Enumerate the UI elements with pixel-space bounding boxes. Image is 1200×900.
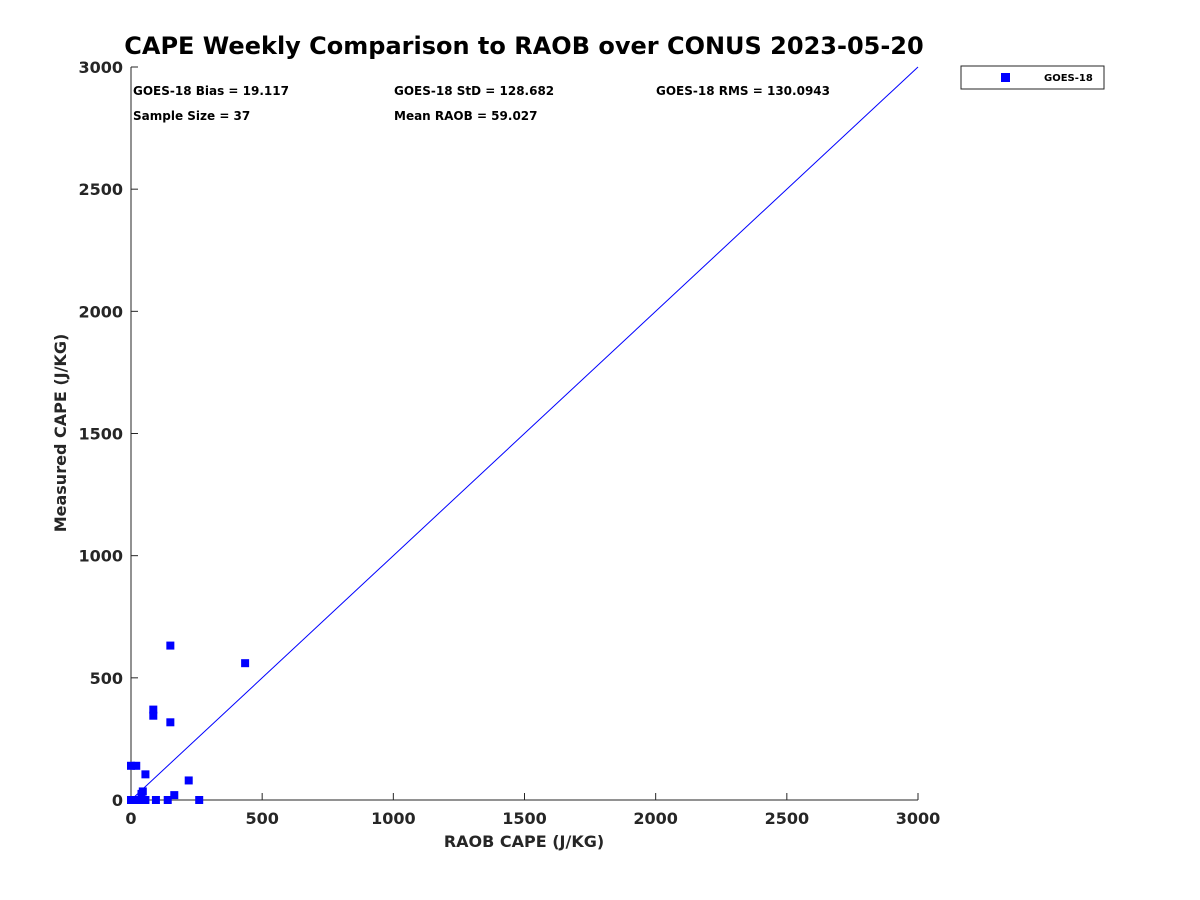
x-tick-label: 0 [125,809,136,828]
y-tick-label: 1000 [78,547,123,566]
x-tick-label: 1000 [371,809,416,828]
data-point [141,770,150,779]
data-point [138,787,147,796]
data-points [127,641,250,804]
chart-title: CAPE Weekly Comparison to RAOB over CONU… [124,32,923,60]
plot-area: 0 500 1000 1500 2000 2500 3000 0 500 1000 1500 200… [78,58,940,828]
y-ticks: 0 500 1000 1500 2000 2500 3000 [78,58,138,810]
data-point [132,761,141,770]
legend-box [960,65,1105,90]
data-point [149,705,158,714]
data-point [163,796,172,804]
data-point [184,776,193,785]
x-tick-label: 2000 [633,809,678,828]
x-tick-label: 3000 [896,809,941,828]
x-tick-label: 2500 [765,809,810,828]
stat-std: GOES-18 StD = 128.682 [394,84,554,98]
data-point [166,718,175,727]
data-point [127,761,135,770]
x-ticks: 0 500 1000 1500 2000 2500 3000 [125,793,940,828]
x-axis-label: RAOB CAPE (J/KG) [444,832,604,851]
stat-sample-size: Sample Size = 37 [133,109,250,123]
y-tick-label: 1500 [78,425,123,444]
stats-block: GOES-18 Bias = 19.117 GOES-18 StD = 128.… [133,84,830,123]
y-tick-label: 2500 [78,180,123,199]
data-point [170,791,179,800]
data-point [151,796,160,804]
y-tick-label: 500 [90,669,123,688]
x-tick-label: 500 [245,809,278,828]
y-tick-label: 0 [112,791,123,810]
stat-rms: GOES-18 RMS = 130.0943 [656,84,830,98]
reference-line-1to1 [130,66,919,801]
y-tick-label: 3000 [78,58,123,77]
legend: GOES-18 [960,65,1105,90]
x-tick-label: 1500 [502,809,547,828]
data-point [166,641,175,650]
data-point [195,796,204,804]
stat-bias: GOES-18 Bias = 19.117 [133,84,289,98]
data-point [149,711,158,720]
data-point [241,659,250,668]
y-axis-label: Measured CAPE (J/KG) [51,334,70,533]
y-tick-label: 2000 [78,302,123,321]
stat-mean-raob: Mean RAOB = 59.027 [394,109,538,123]
legend-label-goes18: GOES-18 [1044,73,1093,84]
legend-marker-square [1001,73,1010,82]
